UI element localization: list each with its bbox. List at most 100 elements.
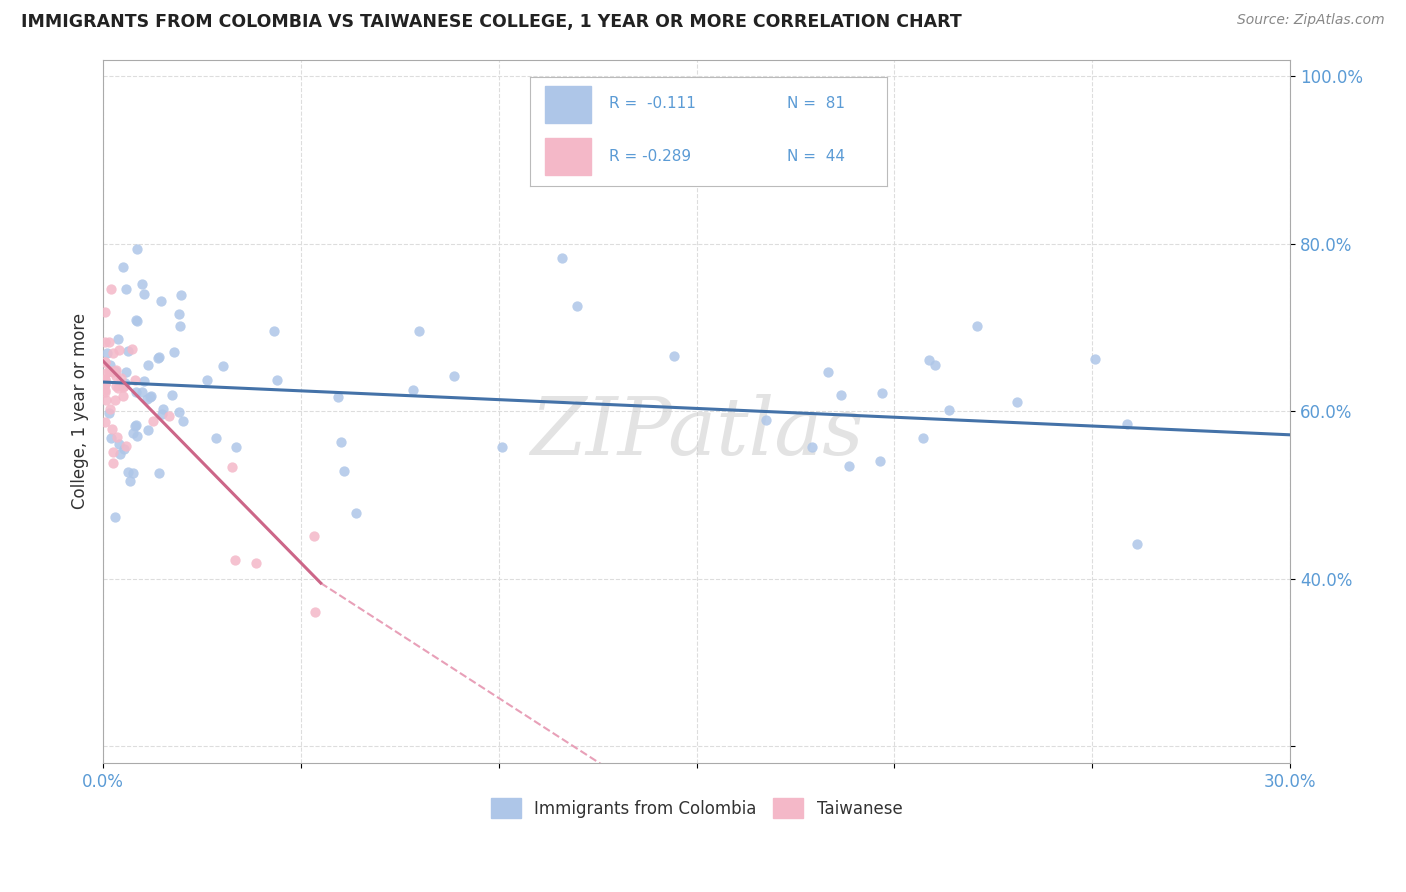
Point <box>122 466 145 480</box>
Point <box>167 405 190 419</box>
Point <box>332 464 354 478</box>
Point <box>117 465 139 479</box>
Point <box>160 388 183 402</box>
Point <box>100 431 122 445</box>
Point <box>104 393 127 408</box>
Point <box>98 401 121 416</box>
Point <box>97 334 120 349</box>
Point <box>112 378 135 392</box>
Point <box>326 390 349 404</box>
Point <box>114 376 136 390</box>
Point <box>94 371 117 385</box>
Point <box>408 324 430 338</box>
Point <box>329 434 352 449</box>
Point <box>110 447 132 461</box>
Point <box>551 252 574 266</box>
Point <box>104 364 127 378</box>
Point <box>146 351 169 365</box>
Point <box>124 372 146 386</box>
Point <box>100 364 122 378</box>
Point <box>94 367 117 381</box>
Point <box>94 377 117 392</box>
Point <box>1116 417 1139 431</box>
Point <box>107 437 129 451</box>
Point <box>304 605 326 619</box>
Point <box>104 363 127 377</box>
Point <box>108 343 131 357</box>
Point <box>98 364 121 378</box>
Point <box>105 369 128 384</box>
Point <box>100 358 122 372</box>
Point <box>148 467 170 481</box>
Point <box>136 423 159 437</box>
Point <box>148 350 170 364</box>
Point <box>167 307 190 321</box>
Point <box>225 440 247 454</box>
Point <box>125 418 148 433</box>
Point <box>127 429 149 443</box>
Point <box>94 335 117 350</box>
Point <box>107 429 129 443</box>
Point <box>157 409 180 424</box>
Point <box>924 358 946 372</box>
Point <box>136 358 159 372</box>
Text: Source: ZipAtlas.com: Source: ZipAtlas.com <box>1237 13 1385 28</box>
Point <box>107 332 129 346</box>
Point <box>124 419 146 434</box>
Point <box>163 345 186 359</box>
Point <box>150 293 173 308</box>
Point <box>169 319 191 334</box>
Point <box>131 385 153 400</box>
Point <box>94 377 117 392</box>
Point <box>139 390 162 404</box>
Point <box>121 342 143 356</box>
Point <box>94 384 117 398</box>
Point <box>565 299 588 313</box>
Point <box>101 346 124 360</box>
Point <box>94 385 117 400</box>
Point <box>344 506 367 520</box>
Point <box>111 379 134 393</box>
Point <box>115 365 138 379</box>
Point <box>830 388 852 402</box>
Point <box>107 381 129 395</box>
Point <box>211 359 233 374</box>
Point <box>817 365 839 379</box>
Point <box>402 383 425 397</box>
Point <box>125 384 148 399</box>
Point <box>114 282 136 296</box>
Point <box>938 402 960 417</box>
Point <box>912 431 935 445</box>
Point <box>869 454 891 468</box>
Point <box>111 389 134 403</box>
Point <box>662 349 685 363</box>
Point <box>121 425 143 440</box>
Point <box>1084 352 1107 367</box>
Point <box>94 393 117 408</box>
Point <box>221 459 243 474</box>
Point <box>100 282 122 296</box>
Point <box>443 369 465 384</box>
Point <box>135 392 157 406</box>
Point <box>117 344 139 359</box>
Point <box>838 458 860 473</box>
Point <box>224 552 246 566</box>
Point <box>302 529 325 543</box>
Point <box>266 373 288 387</box>
Point <box>134 374 156 388</box>
Point <box>101 456 124 470</box>
Point <box>110 371 132 385</box>
Legend: Immigrants from Colombia, Taiwanese: Immigrants from Colombia, Taiwanese <box>484 791 910 825</box>
Point <box>103 445 125 459</box>
Point <box>169 288 191 302</box>
Point <box>132 286 155 301</box>
Point <box>112 260 135 274</box>
Point <box>245 556 267 570</box>
Point <box>97 406 120 420</box>
Point <box>1126 537 1149 551</box>
Point <box>125 314 148 328</box>
Point <box>103 510 125 524</box>
Point <box>94 373 117 387</box>
Point <box>1005 395 1028 409</box>
Point <box>801 441 824 455</box>
